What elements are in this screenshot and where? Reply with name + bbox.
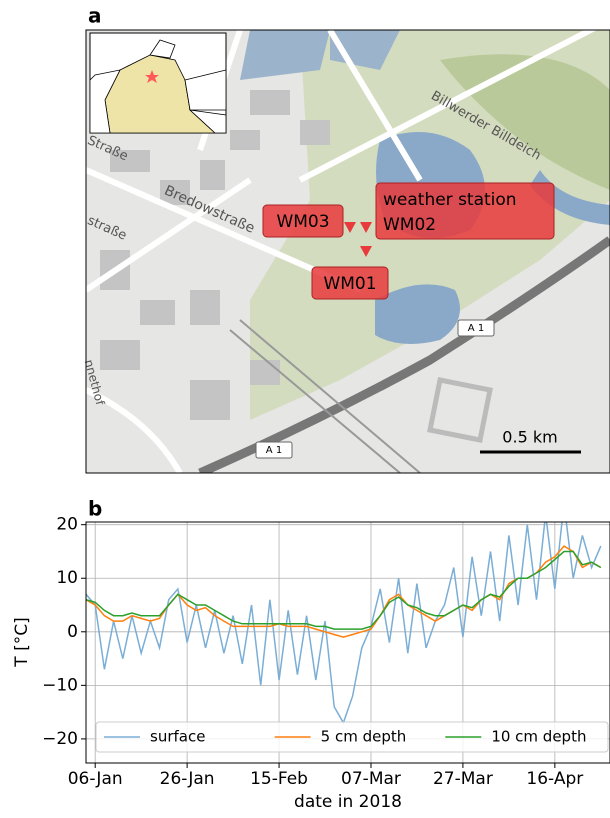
x-tick-label: 27-Mar <box>433 769 493 789</box>
panel-label: b <box>88 497 102 521</box>
x-tick-label: 26-Jan <box>160 769 215 789</box>
legend-box <box>95 721 609 753</box>
plot-frame <box>85 521 610 764</box>
y-tick-label: 0 <box>67 622 78 642</box>
legend-label: surface <box>150 728 205 746</box>
road-label: A 1 <box>266 445 282 456</box>
plot-area <box>86 522 602 725</box>
y-tick-label: 10 <box>56 568 78 588</box>
road-sign <box>457 319 495 337</box>
road-label: A 1 <box>468 323 484 334</box>
station-label: WM01 <box>323 274 376 294</box>
x-axis-label: date in 2018 <box>294 792 402 812</box>
label-box <box>311 266 389 300</box>
scale-label: 0.5 km <box>502 428 557 447</box>
legend-label: 10 cm depth <box>491 728 586 746</box>
legend-label: 5 cm depth <box>321 728 407 746</box>
series-line <box>86 550 602 630</box>
x-tick-label: 16-Apr <box>526 769 583 789</box>
y-tick-label: −10 <box>42 675 78 695</box>
x-tick-label: 07-Mar <box>341 769 401 789</box>
inset-map <box>89 32 227 134</box>
map-frame <box>85 29 610 474</box>
x-tick-label: 15-Feb <box>250 769 308 789</box>
y-axis-label: T [°C] <box>12 617 32 667</box>
label-box <box>262 204 344 238</box>
station-label: weather station <box>383 190 517 210</box>
road-sign <box>255 441 293 459</box>
label-box <box>375 182 555 240</box>
legend: surface 5 cm depth 10 cm depth <box>95 721 609 753</box>
station-markers <box>344 222 372 257</box>
panel-label: a <box>88 4 102 28</box>
x-tick-label: 06-Jan <box>68 769 123 789</box>
y-tick-label: 20 <box>56 515 78 535</box>
station-label: WM02 <box>383 215 436 235</box>
station-label: WM03 <box>276 212 329 232</box>
y-tick-label: −20 <box>42 729 78 749</box>
